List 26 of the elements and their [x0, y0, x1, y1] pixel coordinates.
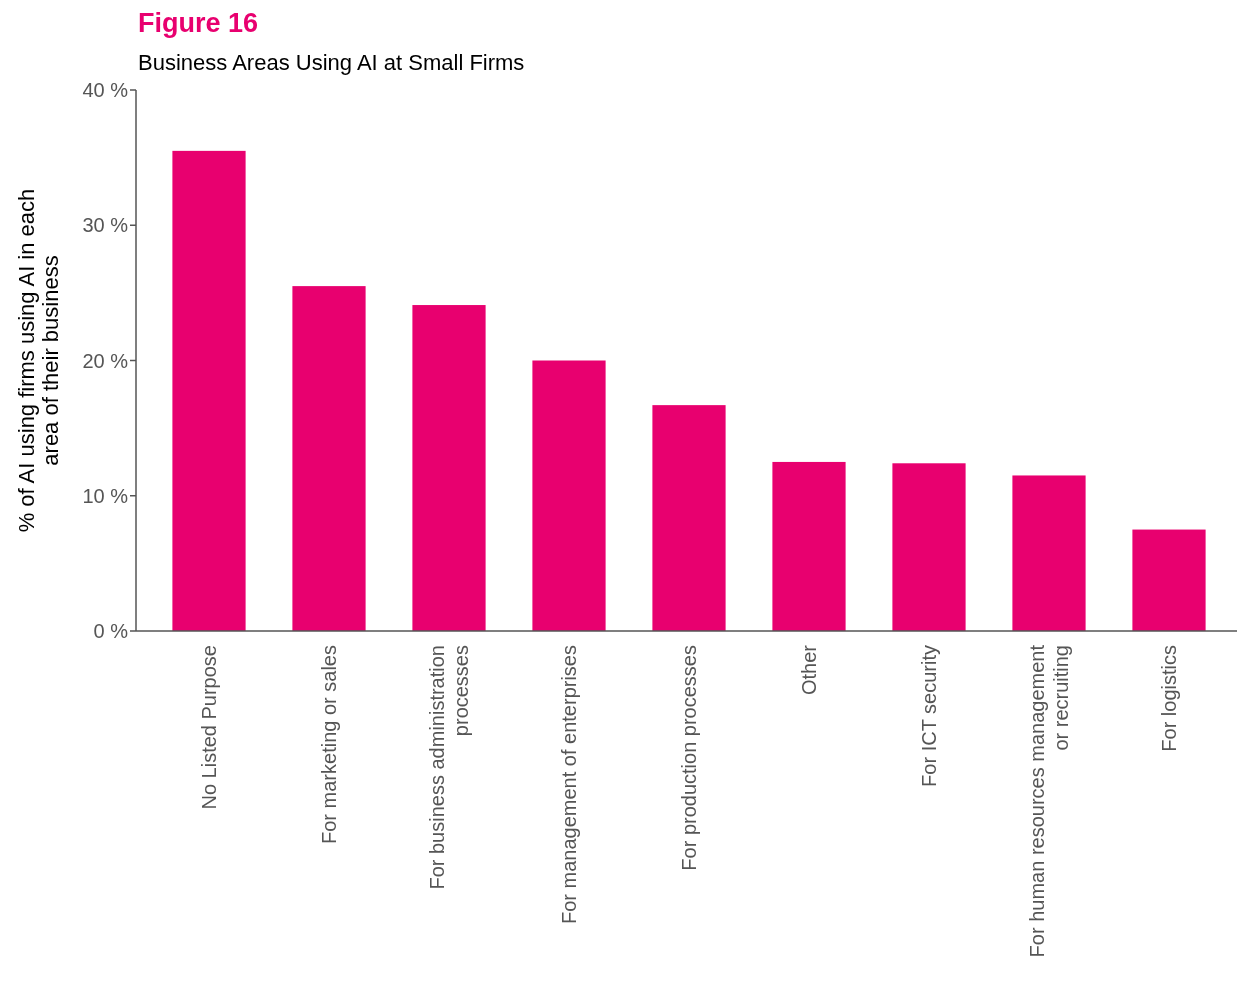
y-axis-title: % of AI using firms using AI in each area of their business [13, 188, 63, 533]
y-tick-label: 0 % [93, 620, 129, 642]
x-tick-label: For logistics [1158, 645, 1180, 752]
bar [172, 150, 246, 631]
bar [412, 305, 486, 631]
y-tick-label: 40 % [82, 79, 129, 101]
x-tick-label: Other [798, 644, 820, 696]
bar [1012, 475, 1086, 631]
y-tick-label: 10 % [82, 484, 129, 507]
bar [652, 405, 726, 631]
x-tick-label: No Listed Purpose [198, 645, 220, 810]
x-tick-label: For business administration processes [426, 645, 472, 890]
y-tick-label: 20 % [82, 349, 129, 372]
x-tick-label: For human resources management or recruiting [1026, 644, 1072, 958]
bar [892, 463, 966, 631]
chart-title: Figure 16 [138, 8, 259, 38]
chart-subtitle: Business Areas Using AI at Small Firms [138, 50, 525, 75]
bar [292, 286, 366, 631]
x-tick-label: For management of enterprises [558, 645, 580, 925]
bar [772, 461, 846, 631]
bar [532, 360, 606, 631]
x-tick-label: For production processes [678, 645, 700, 871]
x-tick-label: For marketing or sales [318, 645, 340, 844]
bar [1132, 529, 1206, 631]
y-tick-label: 30 % [82, 214, 129, 237]
x-tick-label: For ICT security [918, 645, 940, 787]
